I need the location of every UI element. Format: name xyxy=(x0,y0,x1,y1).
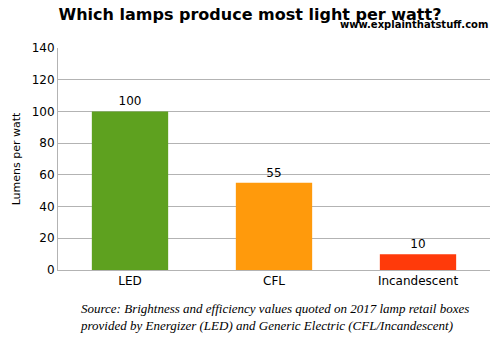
svg-text:0: 0 xyxy=(47,263,55,277)
svg-text:Incandescent: Incandescent xyxy=(378,274,459,288)
svg-text:CFL: CFL xyxy=(263,274,285,288)
svg-text:Which lamps produce most light: Which lamps produce most light per watt? xyxy=(59,5,442,24)
svg-text:140: 140 xyxy=(32,41,55,55)
svg-text:40: 40 xyxy=(39,200,54,214)
svg-text:120: 120 xyxy=(32,73,55,87)
svg-text:10: 10 xyxy=(410,237,425,251)
svg-text:LED: LED xyxy=(118,274,142,288)
svg-text:80: 80 xyxy=(39,136,54,150)
svg-text:Lumens per watt: Lumens per watt xyxy=(10,112,23,205)
svg-text:Source: Brightness and efficie: Source: Brightness and efficiency values… xyxy=(80,301,469,333)
svg-text:60: 60 xyxy=(39,168,54,182)
svg-text:55: 55 xyxy=(266,166,281,180)
svg-text:www.explainthatstuff.com: www.explainthatstuff.com xyxy=(340,19,488,30)
svg-text:100: 100 xyxy=(119,94,142,108)
svg-text:100: 100 xyxy=(32,105,55,119)
svg-text:20: 20 xyxy=(39,231,54,245)
